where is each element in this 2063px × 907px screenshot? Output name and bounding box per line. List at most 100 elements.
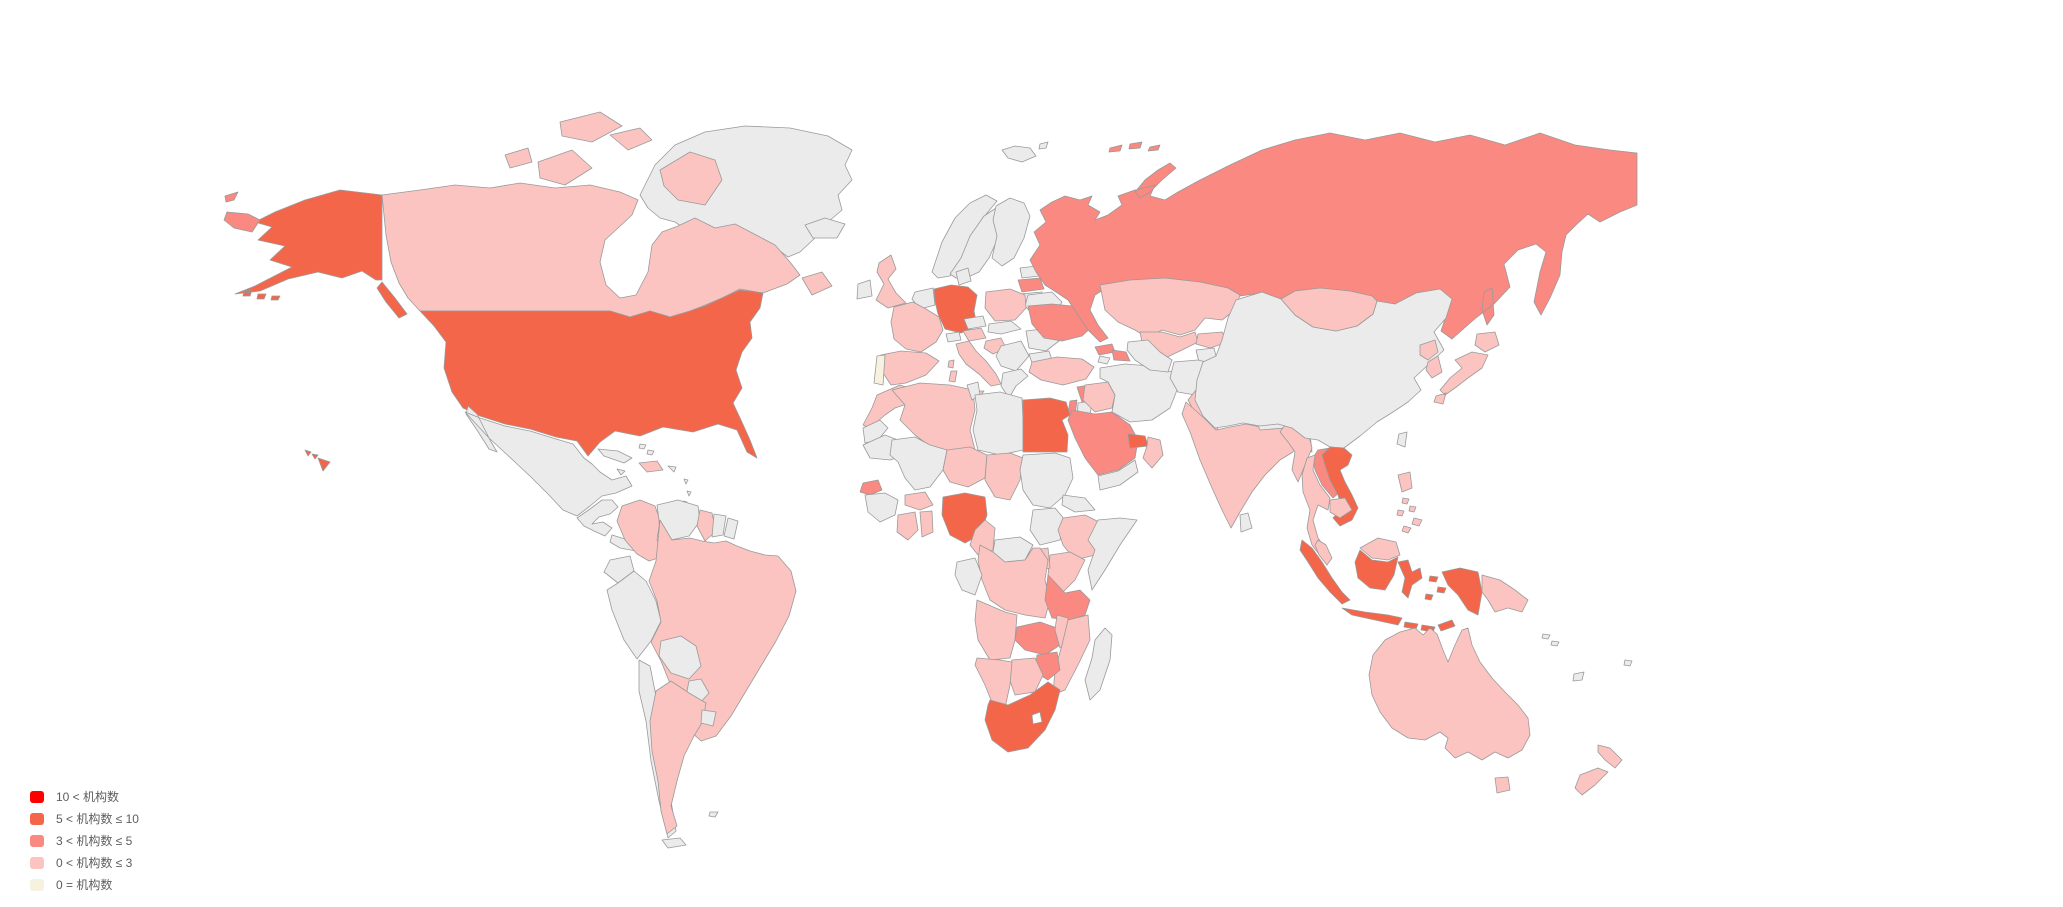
country-falklands[interactable] bbox=[708, 811, 719, 818]
country-australia[interactable] bbox=[1368, 627, 1531, 794]
country-namibia[interactable] bbox=[974, 657, 1013, 709]
country-guinea[interactable] bbox=[864, 492, 899, 523]
country-ghana[interactable] bbox=[919, 510, 934, 538]
country-norway[interactable] bbox=[931, 194, 998, 279]
country-guyana[interactable] bbox=[696, 509, 717, 542]
country-portugal[interactable] bbox=[873, 354, 886, 386]
country-caribbean-islands[interactable] bbox=[638, 443, 692, 507]
country-malaysia[interactable] bbox=[1314, 537, 1401, 566]
country-libya[interactable] bbox=[972, 391, 1024, 456]
country-sudan[interactable] bbox=[1019, 452, 1074, 509]
country-poland[interactable] bbox=[984, 288, 1027, 322]
country-sri-lanka[interactable] bbox=[1239, 512, 1253, 533]
country-mozambique[interactable] bbox=[1052, 614, 1091, 696]
country-south-africa[interactable] bbox=[984, 681, 1061, 753]
country-mongolia[interactable] bbox=[1280, 287, 1378, 332]
country-turkey[interactable] bbox=[1028, 356, 1095, 386]
country-canada[interactable] bbox=[381, 111, 833, 318]
country-dominican-republic[interactable] bbox=[638, 460, 664, 473]
country-central-america[interactable] bbox=[576, 499, 619, 537]
country-taiwan[interactable] bbox=[1396, 431, 1408, 448]
country-papua-new-guinea[interactable] bbox=[1481, 574, 1529, 613]
country-chad[interactable] bbox=[984, 452, 1024, 501]
country-south-korea[interactable] bbox=[1425, 355, 1443, 379]
country-tanzania[interactable] bbox=[1044, 574, 1091, 621]
country-spain[interactable] bbox=[880, 350, 940, 386]
country-jamaica[interactable] bbox=[616, 468, 626, 476]
country-egypt[interactable] bbox=[1022, 397, 1071, 453]
legend-item-gt10[interactable]: 10 < 机构数 bbox=[30, 786, 139, 808]
country-united-kingdom[interactable] bbox=[875, 254, 907, 309]
country-new-zealand[interactable] bbox=[1574, 744, 1623, 796]
country-brazil[interactable] bbox=[648, 519, 797, 742]
country-denmark[interactable] bbox=[955, 267, 972, 286]
country-zambia[interactable] bbox=[1014, 621, 1061, 656]
country-cambodia[interactable] bbox=[1329, 497, 1353, 519]
country-ireland[interactable] bbox=[856, 279, 873, 300]
country-philippines[interactable] bbox=[1396, 471, 1423, 534]
country-north-korea[interactable] bbox=[1419, 339, 1439, 361]
country-burkina-faso[interactable] bbox=[904, 491, 934, 511]
country-india[interactable] bbox=[1181, 401, 1298, 529]
country-puerto-rico[interactable] bbox=[667, 465, 677, 473]
legend-item-3to5[interactable]: 3 < 机构数 ≤ 5 bbox=[30, 830, 139, 852]
country-kazakhstan[interactable] bbox=[1099, 277, 1241, 339]
legend-item-0to3[interactable]: 0 < 机构数 ≤ 3 bbox=[30, 852, 139, 874]
country-french-guiana[interactable] bbox=[723, 517, 739, 540]
country-solomon-islands[interactable] bbox=[1541, 633, 1560, 647]
country-yemen[interactable] bbox=[1097, 459, 1139, 491]
country-senegal[interactable] bbox=[859, 479, 883, 496]
country-thailand[interactable] bbox=[1301, 454, 1331, 559]
country-uruguay[interactable] bbox=[700, 709, 717, 727]
country-svalbard[interactable] bbox=[1001, 141, 1049, 163]
country-oman[interactable] bbox=[1142, 436, 1164, 469]
legend-item-eq0[interactable]: 0 = 机构数 bbox=[30, 874, 139, 896]
country-austria[interactable] bbox=[962, 327, 987, 342]
legend-label-0to3: 0 < 机构数 ≤ 3 bbox=[56, 856, 133, 870]
country-france[interactable] bbox=[890, 301, 955, 369]
country-peru[interactable] bbox=[606, 570, 662, 660]
country-japan[interactable] bbox=[1433, 331, 1500, 405]
country-saudi-arabia[interactable] bbox=[1067, 409, 1139, 476]
country-russia[interactable] bbox=[223, 132, 1638, 343]
country-kyrgyzstan[interactable] bbox=[1195, 331, 1229, 349]
country-turkmenistan[interactable] bbox=[1126, 339, 1173, 373]
legend-label-gt10: 10 < 机构数 bbox=[56, 790, 120, 804]
country-new-caledonia[interactable] bbox=[1572, 671, 1585, 682]
country-angola[interactable] bbox=[974, 599, 1018, 661]
country-hungary[interactable] bbox=[987, 320, 1022, 335]
country-mali[interactable] bbox=[889, 436, 948, 491]
country-latvia[interactable] bbox=[1017, 277, 1045, 293]
country-suriname[interactable] bbox=[711, 513, 727, 538]
legend-item-5to10[interactable]: 5 < 机构数 ≤ 10 bbox=[30, 808, 139, 830]
country-western-sahara[interactable] bbox=[862, 419, 889, 444]
country-fiji[interactable] bbox=[1623, 659, 1633, 667]
country-finland[interactable] bbox=[991, 197, 1031, 267]
country-armenia[interactable] bbox=[1097, 355, 1111, 365]
country-argentina[interactable] bbox=[649, 680, 707, 835]
country-niger[interactable] bbox=[942, 446, 988, 488]
country-south-sudan[interactable] bbox=[1029, 507, 1066, 546]
country-mexico[interactable] bbox=[464, 405, 633, 517]
country-georgia[interactable] bbox=[1094, 343, 1116, 356]
legend-label-eq0: 0 = 机构数 bbox=[56, 878, 113, 892]
country-eritrea[interactable] bbox=[1061, 494, 1096, 513]
map-legend: 10 < 机构数 5 < 机构数 ≤ 10 3 < 机构数 ≤ 5 0 < 机构… bbox=[30, 786, 139, 896]
country-azerbaijan[interactable] bbox=[1111, 349, 1131, 362]
country-switzerland[interactable] bbox=[945, 331, 962, 343]
country-lesotho[interactable] bbox=[1031, 711, 1043, 725]
country-bolivia[interactable] bbox=[658, 635, 702, 680]
country-congo[interactable] bbox=[954, 557, 983, 596]
country-czechia[interactable] bbox=[963, 315, 987, 330]
country-cameroon[interactable] bbox=[969, 519, 996, 556]
country-iceland[interactable] bbox=[804, 217, 846, 239]
country-cuba[interactable] bbox=[597, 448, 633, 464]
country-uae[interactable] bbox=[1127, 433, 1149, 449]
country-madagascar[interactable] bbox=[1084, 627, 1113, 701]
country-cote-divoire[interactable] bbox=[896, 511, 919, 541]
country-somalia[interactable] bbox=[1087, 517, 1138, 591]
country-usa[interactable] bbox=[234, 189, 764, 472]
country-benelux[interactable] bbox=[911, 287, 936, 310]
